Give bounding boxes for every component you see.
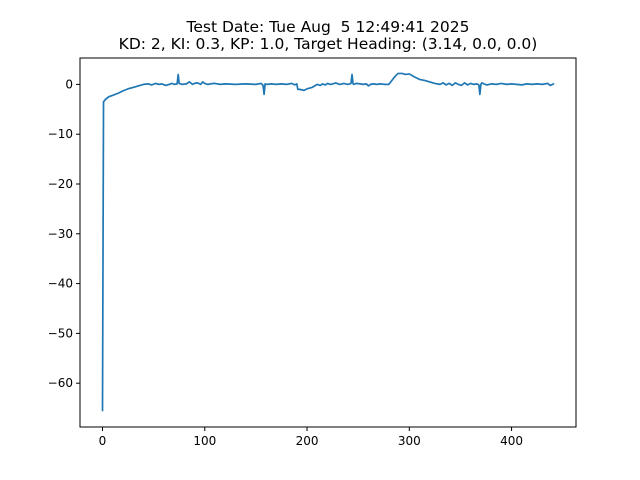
x-tick-label: 200	[296, 434, 319, 448]
chart-title-line1: Test Date: Tue Aug 5 12:49:41 2025	[186, 18, 470, 36]
axes-frame	[79, 57, 577, 428]
series-line-0	[101, 72, 555, 412]
plot-area	[101, 72, 555, 412]
y-tick-label: −20	[48, 177, 73, 191]
y-tick-label: −60	[48, 376, 73, 390]
x-tick-label: 400	[500, 434, 523, 448]
x-axis: 0 100 200 300 400	[99, 427, 523, 448]
y-tick-label: −30	[48, 227, 73, 241]
x-tick-label: 100	[193, 434, 216, 448]
y-tick-label: −50	[48, 326, 73, 340]
x-tick-label: 0	[99, 434, 107, 448]
y-tick-label: −40	[48, 277, 73, 291]
y-tick-label: −10	[48, 127, 73, 141]
y-tick-label: 0	[65, 77, 73, 91]
chart-title-line2: KD: 2, KI: 0.3, KP: 1.0, Target Heading:…	[119, 35, 538, 53]
y-axis: 0 −10 −20 −30 −40 −50 −60	[48, 77, 80, 390]
x-tick-label: 300	[398, 434, 421, 448]
